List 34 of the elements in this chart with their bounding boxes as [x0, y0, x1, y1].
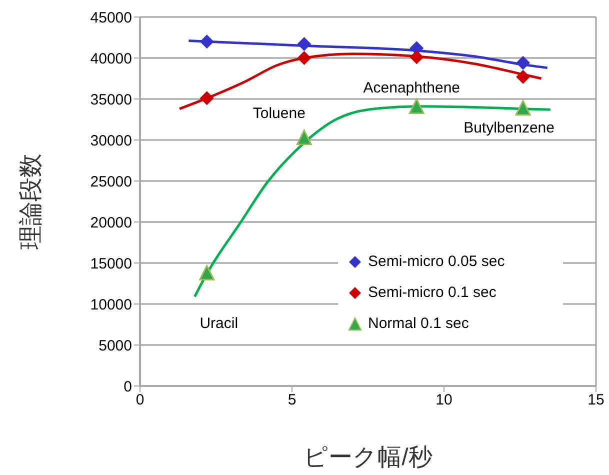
annotation: Acenaphthene: [363, 80, 460, 97]
y-tick-label: 35000: [90, 91, 132, 108]
legend-label: Normal 0.1 sec: [368, 315, 469, 332]
annotation: Uracil: [200, 315, 238, 332]
point: [516, 56, 530, 70]
x-axis-title: ピーク幅/秒: [304, 444, 432, 471]
y-tick-label: 20000: [90, 214, 132, 232]
y-tick-label: 0: [124, 378, 132, 396]
y-tick-label: 25000: [90, 173, 132, 190]
point: [516, 70, 530, 84]
x-tick-label: 5: [288, 392, 296, 409]
point: [297, 51, 312, 65]
point: [410, 50, 424, 64]
y-tick-label: 40000: [90, 50, 132, 68]
y-tick-label: 45000: [90, 9, 132, 26]
y-tick-label: 5000: [98, 337, 132, 354]
point: [408, 98, 424, 114]
legend-label: Semi-micro 0.1 sec: [368, 284, 496, 301]
y-tick-label: 10000: [90, 296, 132, 314]
legend-label: Semi-micro 0.05 sec: [368, 253, 505, 270]
x-tick-label: 10: [436, 392, 452, 409]
y-tick-label: 30000: [90, 132, 132, 150]
x-tick-label: 15: [588, 392, 604, 409]
point: [199, 264, 215, 280]
annotation: Toluene: [252, 104, 306, 122]
x-tick-label: 0: [136, 392, 144, 409]
point: [296, 130, 312, 146]
point: [200, 34, 214, 49]
point: [515, 100, 531, 116]
annotation: Butylbenzene: [464, 119, 554, 136]
y-axis-title: 理論段数: [18, 154, 45, 250]
point: [297, 37, 312, 52]
y-tick-label: 15000: [90, 255, 132, 272]
point: [200, 91, 214, 106]
